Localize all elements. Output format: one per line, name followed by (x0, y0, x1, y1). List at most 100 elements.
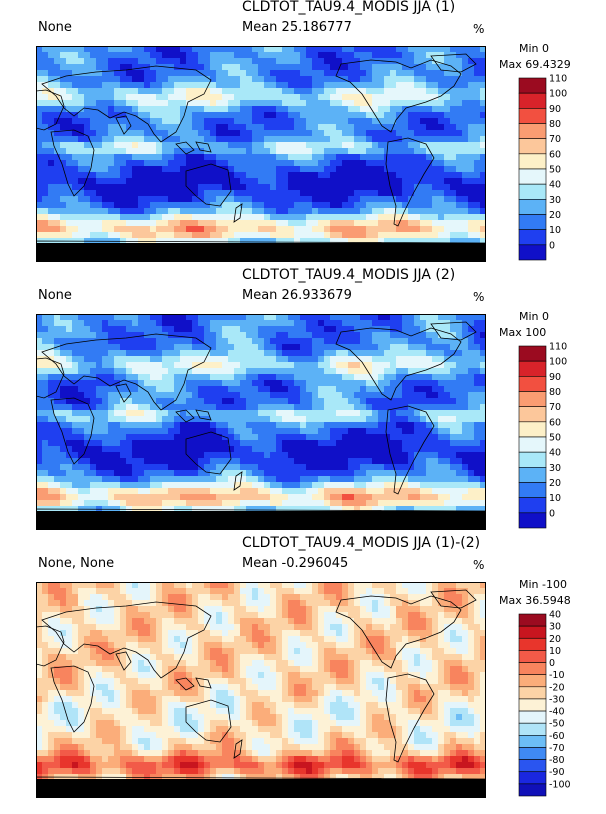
colorbar-swatch (518, 759, 547, 773)
left-label: None (38, 20, 72, 35)
map-frame (36, 46, 486, 262)
panel-1: CLDTOT_TAU9.4_MODIS JJA (1) None Mean 25… (0, 0, 606, 270)
colorbar-swatch (518, 92, 547, 109)
colorbar-swatch (518, 625, 547, 639)
colorbar-tick-label: -20 (549, 682, 565, 693)
colorbar-swatch (518, 406, 547, 423)
panel-3: CLDTOT_TAU9.4_MODIS JJA (1)-(2) None, No… (0, 536, 606, 806)
colorbar-tick-label: 90 (549, 104, 561, 115)
colorbar-swatch (518, 391, 547, 407)
colorbar-swatch (518, 637, 547, 651)
colorbar-tick-label: 0 (549, 240, 555, 251)
colorbar-tick-label: 20 (549, 634, 561, 645)
colorbar-swatch (518, 710, 547, 724)
colorbar-tick-label: -10 (549, 670, 565, 681)
colorbar-tick-label: -50 (549, 719, 565, 730)
colorbar-tick-label: 60 (549, 149, 561, 160)
max-label: Max 36.5948 (499, 594, 571, 607)
colorbar-swatch (518, 674, 547, 688)
min-label: Min 0 (519, 310, 550, 323)
colorbar-swatch (518, 199, 547, 215)
colorbar-swatch (518, 735, 547, 748)
colorbar-swatch (518, 77, 547, 94)
min-label: Min -100 (519, 578, 567, 591)
colorbar-tick-label: 100 (549, 89, 567, 100)
units-label: % (473, 22, 485, 36)
colorbar-swatch (518, 747, 547, 760)
colorbar-tick-label: -30 (549, 694, 565, 705)
map-frame (36, 314, 486, 530)
colorbar-swatch (518, 497, 547, 514)
colorbar-tick-label: 70 (549, 134, 561, 145)
colorbar-tick-label: 10 (549, 225, 561, 236)
min-label: Min 0 (519, 42, 550, 55)
mean-label: Mean -0.296045 (242, 556, 349, 571)
panel-title: CLDTOT_TAU9.4_MODIS JJA (2) (242, 267, 456, 283)
colorbar-swatch (518, 345, 547, 362)
colorbar-swatch (518, 153, 547, 170)
colorbar-tick-label: 20 (549, 210, 561, 221)
colorbar-swatch (518, 183, 547, 200)
colorbar-tick-label: 0 (549, 658, 555, 669)
colorbar-swatch (518, 123, 547, 139)
panel-2: CLDTOT_TAU9.4_MODIS JJA (2) None Mean 26… (0, 268, 606, 538)
panel-title: CLDTOT_TAU9.4_MODIS JJA (1) (242, 0, 456, 15)
colorbar-swatch (518, 451, 547, 468)
map-frame (36, 582, 486, 798)
colorbar-tick-label: 80 (549, 119, 561, 130)
colorbar-tick-label: 70 (549, 402, 561, 413)
antarctica-mask (36, 511, 486, 530)
colorbar-swatch (518, 512, 547, 529)
colorbar-swatch (518, 662, 547, 675)
colorbar-tick-label: -80 (549, 755, 565, 766)
colorbar-tick-label: 10 (549, 646, 561, 657)
colorbar-tick-label: 50 (549, 433, 561, 444)
colorbar-swatch (518, 613, 547, 627)
panel-title: CLDTOT_TAU9.4_MODIS JJA (1)-(2) (242, 535, 481, 551)
colorbar-swatch (518, 482, 547, 498)
antarctica-mask (36, 779, 486, 798)
colorbar-tick-label: 40 (549, 448, 561, 459)
left-label: None (38, 288, 72, 303)
colorbar-swatch (518, 376, 547, 392)
colorbar-tick-label: 0 (549, 508, 555, 519)
colorbar-tick-label: -100 (549, 779, 571, 790)
colorbar-swatch (518, 360, 547, 377)
colorbar-swatch (518, 783, 547, 797)
max-label: Max 69.4329 (499, 58, 571, 71)
colorbar-tick-label: 40 (549, 180, 561, 191)
colorbar-tick-label: -70 (549, 743, 565, 754)
colorbar-tick-label: 80 (549, 387, 561, 398)
colorbar-tick-label: 30 (549, 463, 561, 474)
colorbar-swatch (518, 698, 547, 712)
mean-label: Mean 25.186777 (242, 20, 352, 35)
colorbar-swatch (518, 771, 547, 785)
units-label: % (473, 558, 485, 572)
colorbar-tick-label: 100 (549, 357, 567, 368)
colorbar-swatch (518, 244, 547, 261)
colorbar-swatch (518, 722, 547, 736)
colorbar-tick-label: -40 (549, 707, 565, 718)
colorbar-swatch (518, 421, 547, 438)
colorbar-tick-label: -90 (549, 767, 565, 778)
colorbar-tick-label: 10 (549, 493, 561, 504)
coastlines (36, 321, 486, 530)
left-label: None, None (38, 556, 115, 571)
antarctica-mask (36, 243, 486, 262)
colorbar-tick-label: 20 (549, 478, 561, 489)
units-label: % (473, 290, 485, 304)
colorbar-swatch (518, 436, 547, 453)
colorbar-swatch (518, 467, 547, 483)
colorbar-tick-label: 30 (549, 622, 561, 633)
colorbar-tick-label: 50 (549, 165, 561, 176)
colorbar-swatch (518, 214, 547, 230)
mean-label: Mean 26.933679 (242, 288, 352, 303)
colorbar-swatch (518, 108, 547, 124)
colorbar-tick-label: 110 (549, 342, 567, 353)
max-label: Max 100 (499, 326, 547, 339)
colorbar-tick-label: 30 (549, 195, 561, 206)
map-plot (36, 314, 486, 530)
colorbar-tick-label: 90 (549, 372, 561, 383)
